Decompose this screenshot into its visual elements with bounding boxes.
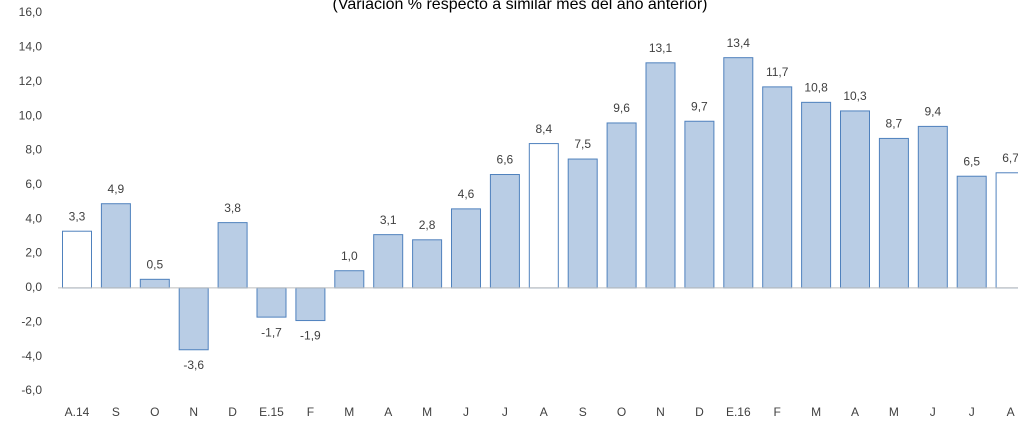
value-label: 9,4 xyxy=(924,105,941,119)
value-label: 8,7 xyxy=(886,117,903,131)
value-label: 4,6 xyxy=(458,187,475,201)
x-tick-label: J xyxy=(463,405,469,419)
bar xyxy=(878,137,909,289)
x-tick-label: A xyxy=(851,405,859,419)
x-tick-label: N xyxy=(656,405,665,419)
x-tick-label: S xyxy=(112,405,120,419)
x-tick-label: M xyxy=(344,405,354,419)
value-label: 1,0 xyxy=(341,249,358,263)
value-label: 3,3 xyxy=(69,209,86,223)
y-tick-label: 4,0 xyxy=(25,211,42,225)
y-tick-label: -4,0 xyxy=(21,349,42,363)
value-label: 6,6 xyxy=(497,153,514,167)
bar xyxy=(801,101,832,289)
y-tick-label: 8,0 xyxy=(25,143,42,157)
y-tick-label: 10,0 xyxy=(19,108,43,122)
x-tick-label: E.16 xyxy=(726,405,751,419)
x-tick-label: E.15 xyxy=(259,405,284,419)
x-tick-label: O xyxy=(617,405,626,419)
x-tick-label: M xyxy=(889,405,899,419)
x-tick-label: A xyxy=(540,405,548,419)
y-tick-label: 0,0 xyxy=(25,280,42,294)
bar xyxy=(256,287,287,318)
x-tick-label: J xyxy=(502,405,508,419)
value-label: 2,8 xyxy=(419,218,436,232)
bar xyxy=(723,57,754,289)
value-label: -1,7 xyxy=(261,325,282,339)
x-tick-label: J xyxy=(969,405,975,419)
bar xyxy=(373,234,404,289)
bar xyxy=(412,239,443,289)
chart-subtitle: (Variación % respecto a similar mes del … xyxy=(333,0,708,13)
bar xyxy=(451,208,481,289)
x-tick-label: F xyxy=(774,405,781,419)
value-label: 6,5 xyxy=(963,154,980,168)
x-tick-label: J xyxy=(930,405,936,419)
y-tick-label: 12,0 xyxy=(19,74,43,88)
bar xyxy=(295,287,326,322)
bar xyxy=(100,203,131,289)
bar xyxy=(645,62,676,289)
y-tick-label: -6,0 xyxy=(21,383,42,397)
value-label: -3,6 xyxy=(183,358,204,372)
value-label: 4,9 xyxy=(108,182,125,196)
x-tick-label: N xyxy=(189,405,198,419)
bar xyxy=(762,86,793,289)
bar xyxy=(995,172,1018,289)
bar xyxy=(567,158,598,289)
value-label: 7,5 xyxy=(574,137,591,151)
bar xyxy=(840,110,870,289)
value-label: 10,8 xyxy=(804,81,828,95)
value-label: 13,1 xyxy=(649,41,673,55)
value-label: 3,1 xyxy=(380,213,397,227)
bar xyxy=(139,278,170,289)
y-tick-label: 6,0 xyxy=(25,177,42,191)
value-label: 9,6 xyxy=(613,101,630,115)
bar xyxy=(178,287,209,351)
value-label: 6,7 xyxy=(1002,151,1018,165)
value-label: 3,8 xyxy=(224,201,241,215)
value-label: 0,5 xyxy=(146,257,163,271)
bar xyxy=(62,230,92,289)
value-label: 8,4 xyxy=(535,122,552,136)
x-tick-label: M xyxy=(422,405,432,419)
value-label: 13,4 xyxy=(727,36,751,50)
x-tick-label: S xyxy=(579,405,587,419)
value-label: 10,3 xyxy=(843,89,867,103)
bar xyxy=(217,222,248,289)
x-tick-label: M xyxy=(811,405,821,419)
bar xyxy=(334,270,365,289)
bar xyxy=(917,125,948,289)
x-tick-label: D xyxy=(228,405,237,419)
value-label: -1,9 xyxy=(300,329,321,343)
x-tick-label: A xyxy=(384,405,392,419)
y-tick-label: 14,0 xyxy=(19,40,43,54)
bar xyxy=(606,122,637,289)
bar xyxy=(528,143,559,289)
bar xyxy=(956,175,987,289)
x-tick-label: O xyxy=(150,405,159,419)
x-tick-label: A.14 xyxy=(65,405,90,419)
y-tick-label: 16,0 xyxy=(19,5,43,19)
x-tick-label: A xyxy=(1007,405,1015,419)
y-tick-label: -2,0 xyxy=(21,314,42,328)
bar xyxy=(489,174,520,289)
value-label: 9,7 xyxy=(691,99,708,113)
x-tick-label: F xyxy=(307,405,314,419)
value-label: 11,7 xyxy=(766,65,789,79)
y-tick-label: 2,0 xyxy=(25,246,42,260)
bar xyxy=(684,120,715,289)
x-tick-label: D xyxy=(695,405,704,419)
